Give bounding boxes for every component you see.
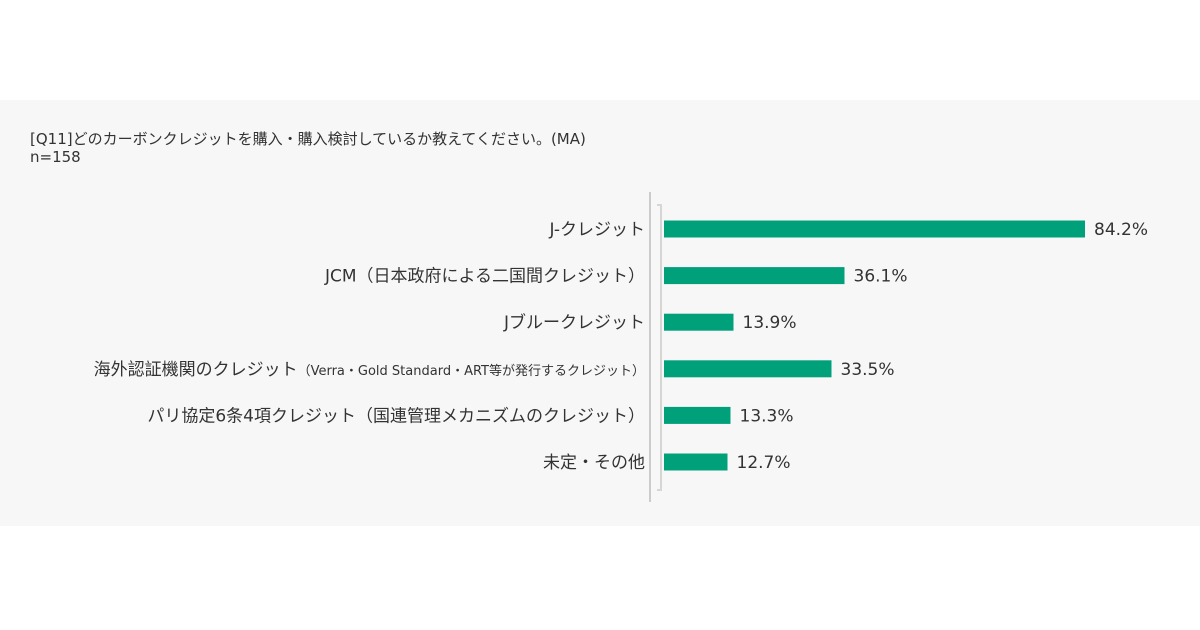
bar (664, 453, 728, 471)
bar (664, 267, 845, 285)
value-label: 13.3% (740, 406, 794, 426)
category-label: 未定・その他 (543, 453, 645, 473)
value-label: 36.1% (854, 267, 908, 287)
bar (664, 360, 832, 378)
chart-panel (0, 100, 1200, 526)
bar (664, 220, 1085, 238)
bar (664, 406, 731, 424)
bar (664, 313, 734, 331)
category-label: JCM（日本政府による二国間クレジット） (324, 267, 645, 287)
question-title: [Q11]どのカーボンクレジットを購入・購入検討しているか教えてください。(MA… (30, 130, 586, 148)
category-label: J-クレジット (548, 220, 645, 240)
value-label: 13.9% (743, 313, 797, 333)
value-label: 12.7% (737, 453, 791, 473)
axis-bracket (657, 204, 662, 491)
sample-size: n=158 (30, 148, 81, 166)
category-label: Jブルークレジット (503, 312, 645, 333)
category-label: パリ協定6条4項クレジット（国連管理メカニズムのクレジット） (147, 406, 645, 426)
value-label: 84.2% (1094, 220, 1148, 240)
category-label: 海外認証機関のクレジット（Verra・Gold Standard・ART等が発行… (94, 360, 645, 380)
value-label: 33.5% (841, 360, 895, 380)
